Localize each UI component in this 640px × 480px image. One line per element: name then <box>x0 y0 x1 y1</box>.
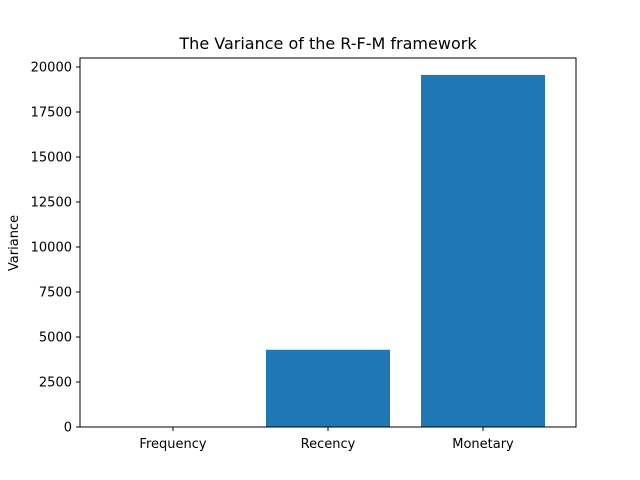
y-tick-label: 0 <box>64 421 72 436</box>
y-tick-label: 20000 <box>31 61 72 76</box>
y-tick-label: 2500 <box>39 376 72 391</box>
y-tick-label: 12500 <box>31 196 72 211</box>
x-axis: Frequency Recency Monetary <box>139 427 514 452</box>
plot-frame <box>79 57 577 428</box>
chart-title: The Variance of the R-F-M framework <box>178 34 477 53</box>
x-tick-label-monetary: Monetary <box>452 437 514 452</box>
y-tick-label: 10000 <box>31 241 72 256</box>
y-tick-label: 15000 <box>31 151 72 166</box>
y-tick-label: 7500 <box>39 286 72 301</box>
y-tick-label: 17500 <box>31 106 72 121</box>
y-axis: 0 2500 5000 7500 10000 12500 15000 17500 20000 <box>31 61 80 436</box>
bar-recency <box>266 349 390 427</box>
y-tick-label: 5000 <box>39 331 72 346</box>
x-tick-label-frequency: Frequency <box>139 437 206 452</box>
bar-monetary <box>421 74 545 428</box>
y-axis-title: Variance <box>7 215 22 271</box>
x-tick-label-recency: Recency <box>301 437 356 452</box>
bars-layer <box>111 74 545 428</box>
